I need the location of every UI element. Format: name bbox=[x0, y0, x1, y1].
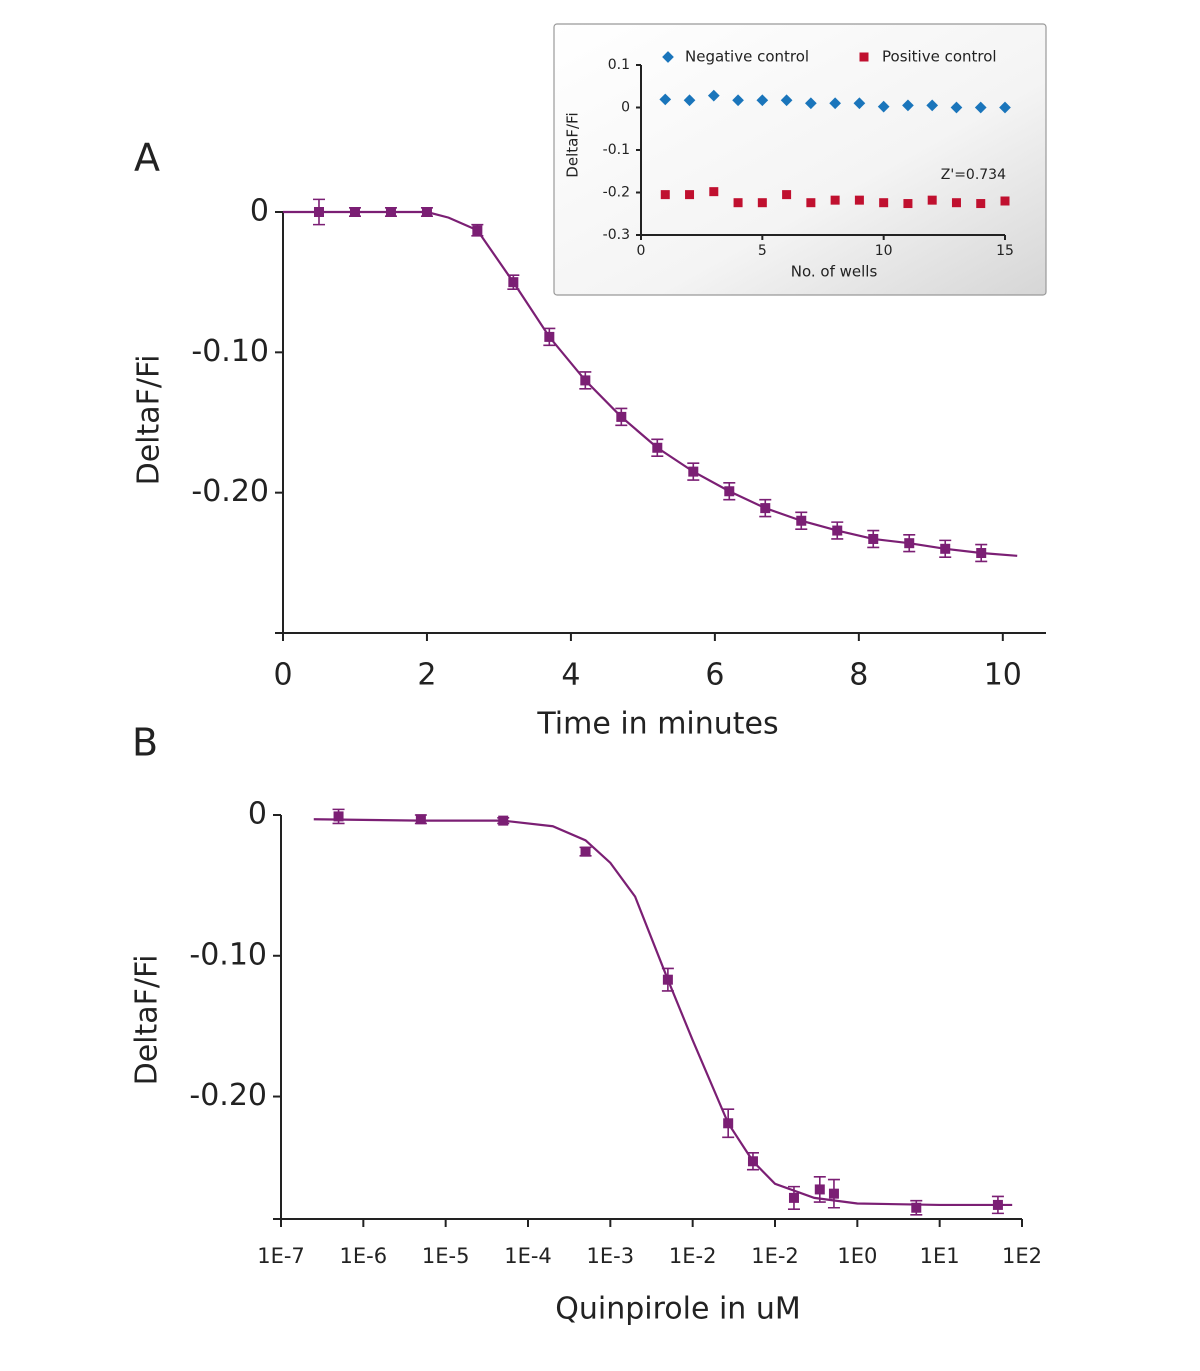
y-tick-label: -0.10 bbox=[189, 937, 267, 972]
x-axis-label: Quinpirole in uM bbox=[555, 1292, 801, 1327]
point bbox=[1000, 196, 1010, 206]
point bbox=[976, 199, 986, 209]
x-axis-label: No. of wells bbox=[791, 263, 878, 281]
y-tick-label: -0.2 bbox=[603, 185, 630, 201]
y-tick-label: -0.3 bbox=[603, 227, 630, 243]
point bbox=[814, 1184, 825, 1195]
point bbox=[707, 89, 720, 102]
x-tick-label: 1E-3 bbox=[587, 1244, 635, 1268]
point bbox=[902, 99, 914, 112]
y-axis-label: DeltaF/Fi bbox=[132, 355, 167, 486]
legend-marker bbox=[662, 51, 674, 63]
point bbox=[854, 195, 864, 205]
y-axis-label: DeltaF/Fi bbox=[564, 112, 582, 177]
legend-label: Negative control bbox=[685, 48, 809, 66]
point bbox=[333, 811, 344, 822]
point bbox=[805, 97, 817, 110]
y-tick-label: 0 bbox=[621, 100, 630, 116]
inset-panel bbox=[553, 23, 1047, 296]
x-axis-label: Time in minutes bbox=[536, 707, 778, 742]
point bbox=[415, 814, 426, 825]
y-axis-label: DeltaF/Fi bbox=[130, 955, 165, 1086]
panel-label: A bbox=[134, 136, 160, 180]
x-tick-label: 5 bbox=[758, 243, 767, 259]
x-tick-label: 1E2 bbox=[1002, 1244, 1042, 1268]
x-tick-label: 4 bbox=[561, 658, 580, 693]
point bbox=[974, 101, 987, 114]
point bbox=[903, 199, 913, 209]
y-tick-label: -0.10 bbox=[191, 334, 269, 369]
x-tick-label: 1E-2 bbox=[751, 1244, 799, 1268]
legend-label: Positive control bbox=[882, 48, 997, 66]
annotation: Z'=0.734 bbox=[941, 167, 1006, 183]
point bbox=[733, 198, 743, 208]
point bbox=[659, 93, 672, 106]
point bbox=[806, 198, 816, 208]
x-tick-label: 1E-5 bbox=[422, 1244, 470, 1268]
x-tick-label: 8 bbox=[849, 658, 868, 693]
point bbox=[709, 187, 719, 197]
point bbox=[999, 101, 1011, 114]
point bbox=[828, 1188, 839, 1199]
x-tick-label: 0 bbox=[637, 243, 646, 259]
x-tick-label: 10 bbox=[875, 243, 893, 259]
point bbox=[879, 198, 889, 208]
point bbox=[788, 1192, 799, 1203]
x-tick-label: 1E-6 bbox=[340, 1244, 388, 1268]
x-tick-label: 10 bbox=[984, 658, 1022, 693]
point bbox=[782, 190, 792, 200]
y-tick-label: 0 bbox=[250, 194, 269, 229]
point bbox=[853, 97, 866, 110]
point bbox=[756, 94, 769, 107]
y-tick-label: -0.20 bbox=[191, 474, 269, 509]
legend-marker bbox=[859, 52, 869, 62]
point bbox=[757, 198, 767, 208]
x-tick-label: 1E-7 bbox=[257, 1244, 305, 1268]
point bbox=[830, 195, 840, 205]
x-tick-label: 1E1 bbox=[920, 1244, 960, 1268]
point bbox=[877, 100, 890, 113]
point bbox=[927, 195, 937, 205]
x-tick-label: 6 bbox=[705, 658, 724, 693]
panel-label: B bbox=[132, 721, 158, 765]
point bbox=[951, 198, 961, 208]
point bbox=[950, 101, 963, 114]
point bbox=[829, 97, 841, 110]
x-tick-label: 2 bbox=[417, 658, 436, 693]
point bbox=[780, 94, 793, 107]
point bbox=[685, 190, 695, 200]
x-tick-label: 1E-4 bbox=[504, 1244, 552, 1268]
y-tick-label: -0.1 bbox=[603, 142, 630, 158]
point bbox=[683, 94, 696, 107]
y-tick-label: -0.20 bbox=[189, 1078, 267, 1113]
point bbox=[580, 846, 591, 857]
x-tick-label: 1E0 bbox=[837, 1244, 877, 1268]
x-tick-label: 15 bbox=[996, 243, 1014, 259]
point bbox=[732, 94, 744, 107]
x-tick-label: 0 bbox=[273, 658, 292, 693]
y-tick-label: 0.1 bbox=[608, 57, 630, 73]
fit-line bbox=[313, 818, 1013, 1207]
y-tick-label: 0 bbox=[248, 797, 267, 832]
x-tick-label: 1E-2 bbox=[669, 1244, 717, 1268]
point bbox=[911, 1202, 922, 1213]
point bbox=[926, 99, 939, 112]
point bbox=[660, 190, 670, 200]
fit-line bbox=[283, 210, 1018, 557]
